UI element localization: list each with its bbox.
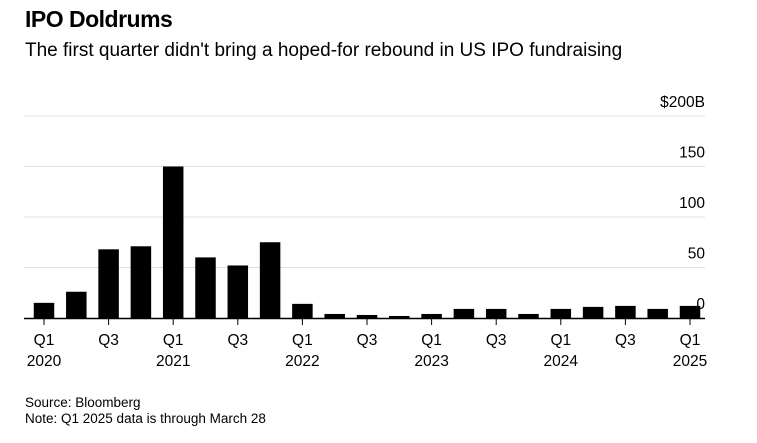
bar	[130, 246, 152, 318]
x-tick-quarter-label: Q1	[550, 332, 571, 349]
bar	[356, 314, 378, 318]
bar	[227, 265, 249, 318]
bar	[550, 308, 572, 318]
bar	[389, 315, 410, 318]
bar	[259, 242, 281, 318]
bars	[33, 166, 701, 318]
x-tick-quarter-label: Q3	[98, 332, 119, 349]
x-tick-quarter-label: Q3	[615, 332, 636, 349]
bar	[98, 249, 119, 318]
gridlines	[24, 115, 705, 268]
data-note: Note: Q1 2025 data is through March 28	[25, 411, 266, 426]
x-tick-quarter-label: Q3	[486, 332, 507, 349]
bar	[66, 291, 87, 318]
y-tick-label: 150	[679, 145, 705, 162]
bar	[615, 305, 636, 318]
bar	[485, 308, 507, 318]
bar	[518, 313, 539, 318]
chart-subtitle: The first quarter didn't bring a hoped-f…	[25, 40, 623, 61]
bar	[324, 313, 345, 318]
x-tick-quarter-label: Q3	[227, 332, 248, 349]
x-tick-year-label: 2021	[156, 353, 190, 370]
x-tick-year-label: 2025	[673, 353, 707, 370]
footer: Source: Bloomberg Note: Q1 2025 data is …	[25, 395, 266, 427]
x-tick-quarter-label: Q1	[163, 332, 184, 349]
bar	[162, 166, 184, 318]
x-tick-quarter-label: Q1	[292, 332, 313, 349]
bar	[679, 305, 701, 318]
y-tick-label: 50	[688, 246, 706, 263]
x-axis-labels: Q1 2020 Q3 Q1 2021 Q3 Q1 2022 Q3 Q1 2023 Q3 Q1 2024 Q3…	[27, 332, 707, 370]
bar	[195, 257, 216, 318]
x-tick-quarter-label: Q1	[421, 332, 442, 349]
y-axis-labels: $200B 150 100 50 0	[660, 94, 705, 313]
source-note: Source: Bloomberg	[25, 395, 141, 410]
x-tick-quarter-label: Q1	[680, 332, 701, 349]
x-tick-year-label: 2022	[285, 353, 319, 370]
x-tick-year-label: 2024	[544, 353, 579, 370]
y-tick-label: 100	[679, 195, 705, 212]
bar	[582, 306, 604, 318]
y-tick-label: 0	[696, 296, 705, 313]
bar	[292, 303, 313, 318]
x-tick-year-label: 2020	[27, 353, 62, 370]
x-tick-year-label: 2023	[414, 353, 448, 370]
x-axis-ticks	[43, 318, 691, 325]
x-tick-quarter-label: Q3	[357, 332, 378, 349]
y-tick-label: $200B	[660, 94, 705, 111]
chart-title: IPO Doldrums	[25, 6, 173, 32]
bar	[647, 308, 668, 318]
bar	[421, 313, 442, 318]
x-tick-quarter-label: Q1	[34, 332, 55, 349]
bar	[453, 308, 475, 318]
bar	[33, 302, 55, 318]
